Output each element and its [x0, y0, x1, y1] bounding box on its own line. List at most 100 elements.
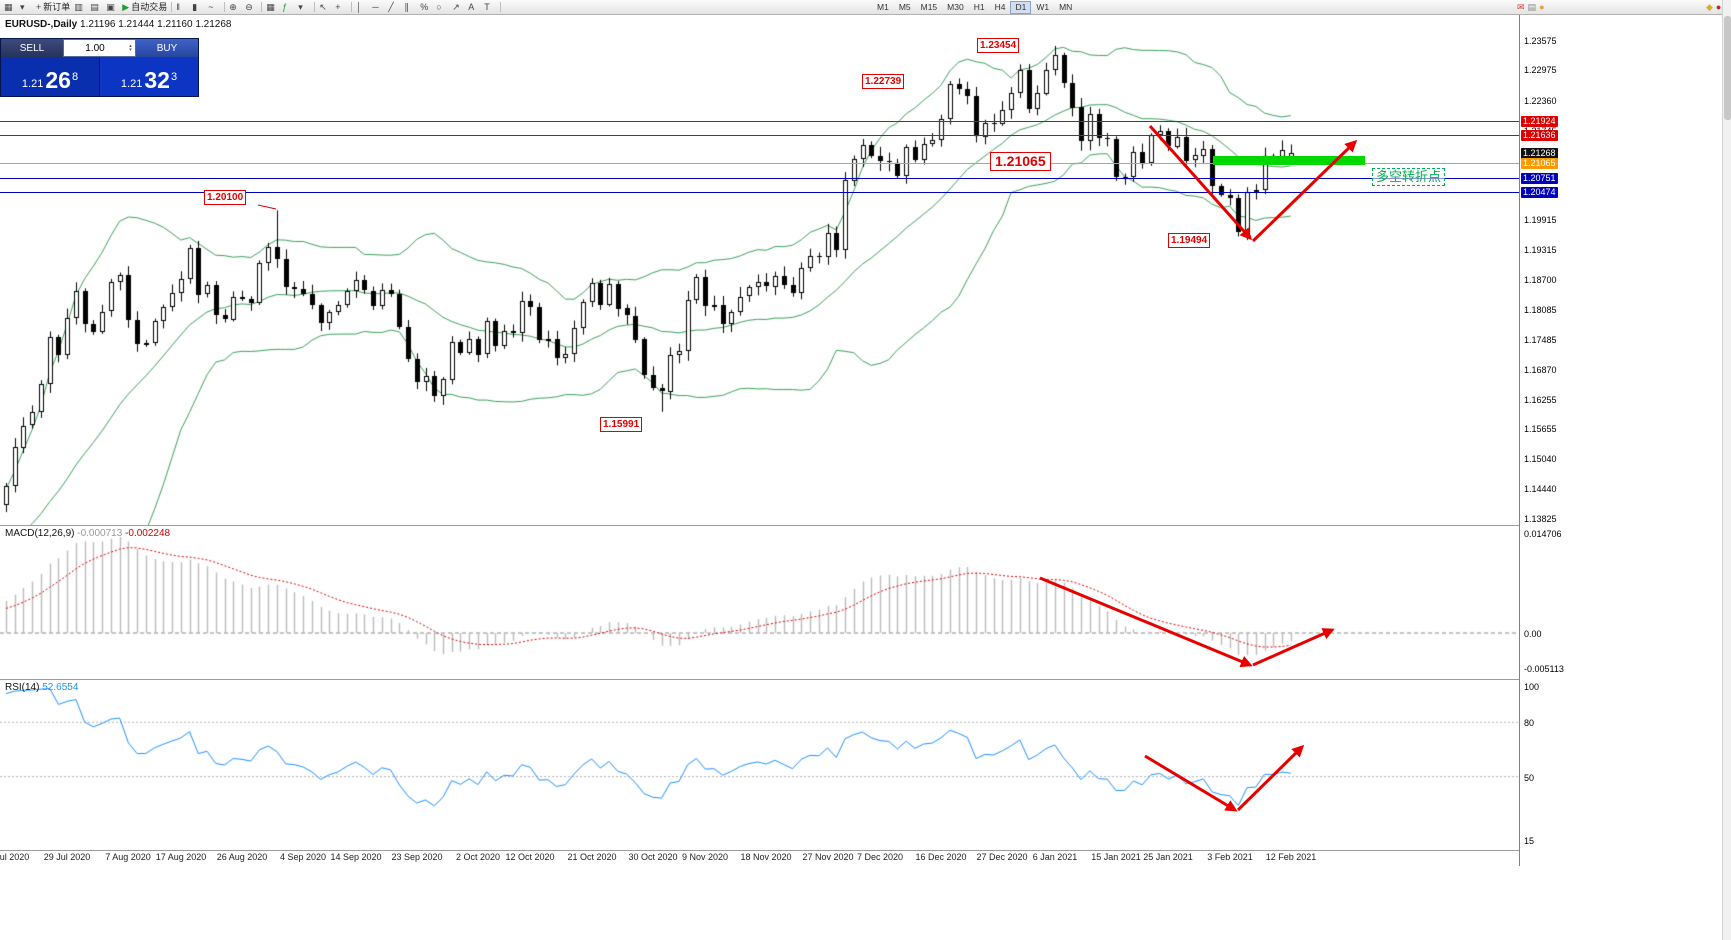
crosshair-icon[interactable]: + — [333, 1, 349, 13]
price-annotation-1.19494[interactable]: 1.19494 — [1168, 233, 1211, 248]
buy-price-main: 32 — [144, 67, 170, 93]
horizontal-line-1.21636[interactable] — [0, 135, 1519, 136]
auto-trading-label: 自动交易 — [131, 2, 168, 12]
date-axis-label: 14 Sep 2020 — [330, 852, 382, 862]
sell-price-point: 8 — [71, 71, 79, 83]
price-axis[interactable]: 1.235751.229751.223601.217451.211301.205… — [1519, 14, 1570, 866]
horizontal-line-1.20474[interactable] — [0, 192, 1519, 193]
date-axis-label: 7 Aug 2020 — [105, 852, 151, 862]
community-icon[interactable]: ● — [1539, 2, 1545, 12]
timeframe-m5-button[interactable]: M5 — [898, 2, 911, 12]
timeframe-d1-button[interactable]: D1 — [1010, 1, 1032, 14]
timeframe-h1-button[interactable]: H1 — [973, 2, 985, 12]
price-annotation-1.15991[interactable]: 1.15991 — [600, 417, 643, 432]
chart-area[interactable]: EURUSD-,Daily 1.21196 1.21444 1.21160 1.… — [0, 14, 1519, 866]
pivot-text-annotation[interactable]: 多空转折点 — [1372, 168, 1446, 186]
terminal-icon[interactable]: ▣ — [104, 1, 120, 13]
trendline-icon[interactable]: ╱ — [386, 1, 402, 13]
price-axis-label: 1.23575 — [1524, 36, 1557, 46]
new-order-icon[interactable]: + 新订单 — [34, 1, 72, 13]
volume-input[interactable]: 1.00 ▴ ▾ — [63, 39, 136, 57]
dropdown-icon[interactable]: ▾ — [18, 1, 34, 13]
price-axis-label: 1.14440 — [1524, 484, 1557, 494]
price-axis-label: 1.16255 — [1524, 395, 1557, 405]
price-annotation-1.22739[interactable]: 1.22739 — [862, 74, 905, 89]
arrow-tool-icon[interactable]: ↗ — [450, 1, 466, 13]
bar-chart-icon-glyph: ‖ — [176, 2, 180, 12]
sell-price-button[interactable]: 1.21 26 8 — [1, 57, 100, 96]
alert-icon[interactable]: ✉ — [1517, 2, 1525, 12]
candlestick-chart-icon[interactable]: ▮ — [190, 1, 206, 13]
date-axis-label: 26 Aug 2020 — [216, 852, 268, 862]
price-tag-1.21636: 1.21636 — [1521, 130, 1558, 141]
timeframe-m15-button[interactable]: M15 — [920, 2, 938, 12]
main-price-canvas[interactable] — [0, 14, 1519, 525]
timeframe-toolbar: M1 M5 M15 M30 H1 H4 D1 W1 MN — [872, 1, 1077, 14]
horizontal-line-1.20751[interactable] — [0, 178, 1519, 179]
price-annotation-1.23454[interactable]: 1.23454 — [977, 38, 1020, 53]
sell-button[interactable]: SELL — [1, 39, 63, 57]
horizontal-line-1.21924[interactable] — [0, 121, 1519, 122]
news-icon[interactable]: ▤ — [1527, 2, 1537, 12]
indicators-icon[interactable]: ƒ — [280, 1, 296, 13]
channel-icon[interactable]: ∥ — [402, 1, 418, 13]
buy-button[interactable]: BUY — [136, 39, 198, 57]
rsi-pane-splitter[interactable] — [0, 679, 1569, 680]
support-highlight-bar[interactable] — [1213, 156, 1365, 165]
horizontal-line-icon[interactable]: ─ — [370, 1, 386, 13]
rsi-canvas[interactable] — [0, 679, 1519, 850]
price-annotation-1.21065[interactable]: 1.21065 — [990, 152, 1051, 171]
fibonacci-icon-glyph: % — [420, 2, 429, 12]
text-icon[interactable]: A — [466, 1, 482, 13]
macd-axis-label: -0.005113 — [1524, 664, 1564, 674]
timeframe-w1-button[interactable]: W1 — [1036, 2, 1050, 12]
price-annotation-1.20100[interactable]: 1.20100 — [204, 190, 247, 205]
vertical-line-icon[interactable]: │ — [354, 1, 370, 13]
timeframe-m30-button[interactable]: M30 — [947, 2, 964, 12]
chart-shortcut-icon[interactable]: ▦ — [2, 1, 18, 13]
zoom-in-icon[interactable]: ⊕ — [227, 1, 243, 13]
fibonacci-icon[interactable]: % — [418, 1, 434, 13]
price-axis-label: 1.18085 — [1524, 305, 1557, 315]
timeframe-mn-button[interactable]: MN — [1059, 2, 1073, 12]
cursor-icon[interactable]: ↖ — [317, 1, 333, 13]
dropdown-icon[interactable]: ▾ — [296, 1, 312, 13]
macd-main-value: -0.000713 — [77, 528, 123, 539]
date-axis-label: 7 Dec 2020 — [856, 852, 904, 862]
spinner-up-icon[interactable]: ▴ — [129, 43, 132, 49]
spinner-down-icon[interactable]: ▾ — [129, 47, 132, 53]
chart-shortcut-icon-glyph: ▦ — [4, 2, 13, 12]
horizontal-line-icon-glyph: ─ — [372, 2, 379, 12]
timeframe-m1-button[interactable]: M1 — [877, 2, 889, 12]
mql5-icon[interactable]: ◆ — [1706, 2, 1713, 12]
date-axis-label: 4 Sep 2020 — [279, 852, 327, 862]
date-axis-label: 9 Nov 2020 — [681, 852, 729, 862]
date-axis-label: 27 Nov 2020 — [802, 852, 854, 862]
horizontal-line-1.21065[interactable] — [0, 163, 1519, 164]
auto-trading-icon[interactable]: ▶ 自动交易 — [120, 1, 169, 13]
text-label-icon[interactable]: T — [482, 1, 498, 13]
scrollbar-thumb[interactable] — [1724, 16, 1731, 120]
shapes-icon[interactable]: ○ — [434, 1, 450, 13]
volume-spinner[interactable]: ▴ ▾ — [126, 43, 135, 53]
macd-pane-splitter[interactable] — [0, 525, 1569, 526]
vertical-scrollbar[interactable] — [1722, 0, 1731, 940]
zoom-out-icon[interactable]: ⊖ — [243, 1, 259, 13]
dropdown-icon-glyph: ▾ — [298, 2, 303, 12]
notifications-icon[interactable]: ● — [1715, 2, 1722, 12]
bar-chart-icon[interactable]: ‖ — [174, 1, 190, 13]
dropdown-icon-glyph: ▾ — [20, 2, 25, 12]
price-tag-1.21065: 1.21065 — [1521, 158, 1558, 169]
buy-price-button[interactable]: 1.21 32 3 — [100, 57, 198, 96]
chart-windows-icon[interactable]: ▥ — [72, 1, 88, 13]
timeframe-h4-button[interactable]: H4 — [994, 2, 1006, 12]
tile-windows-icon[interactable]: ▦ — [264, 1, 280, 13]
date-axis-label: 3 Feb 2021 — [1207, 852, 1253, 862]
line-chart-icon-glyph: ~ — [208, 2, 214, 12]
line-chart-icon[interactable]: ~ — [206, 1, 222, 13]
navigator-icon[interactable]: ▤ — [88, 1, 104, 13]
terminal-icon-glyph: ▣ — [106, 2, 115, 12]
date-axis-label: 2 Oct 2020 — [455, 852, 501, 862]
date-axis-label: 12 Feb 2021 — [1265, 852, 1317, 862]
macd-canvas[interactable] — [0, 525, 1519, 679]
